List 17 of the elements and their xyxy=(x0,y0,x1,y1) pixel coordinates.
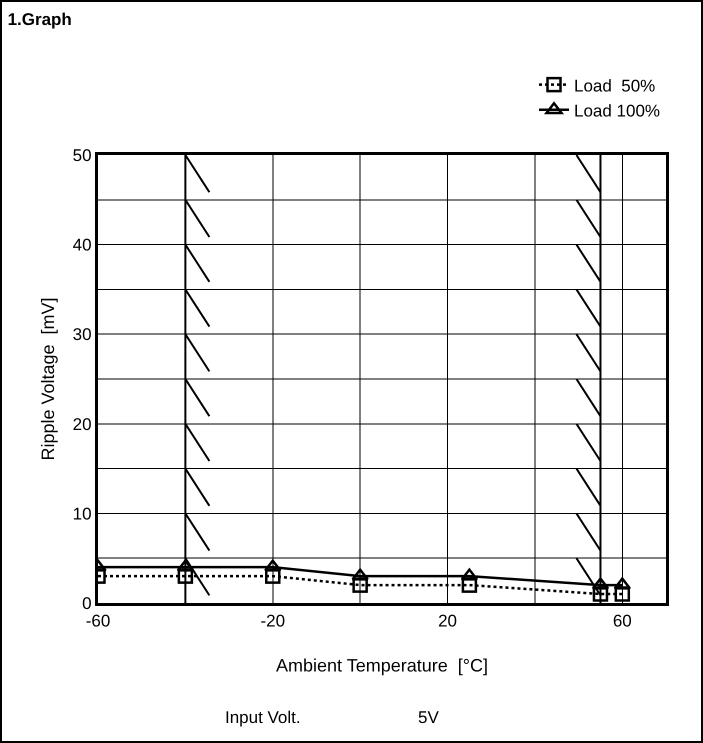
x-tick-label: 60 xyxy=(612,611,632,630)
x-axis-title: Ambient Temperature [°C] xyxy=(276,656,488,676)
chart-title: 1.Graph xyxy=(8,10,72,29)
y-tick-label: 20 xyxy=(72,414,92,434)
text: Input Volt. xyxy=(225,708,301,727)
x-tick-label: -20 xyxy=(260,611,286,630)
legend-label: Load 100% xyxy=(574,101,660,120)
text: 5V xyxy=(418,708,440,727)
y-tick-label: 40 xyxy=(72,236,92,255)
y-tick-label: 50 xyxy=(72,146,92,165)
y-tick-label: 0 xyxy=(82,594,92,613)
y-axis-title: Ripple Voltage [mV] xyxy=(38,297,58,461)
x-tick-label: -60 xyxy=(86,611,110,630)
y-tick-label: 10 xyxy=(72,504,92,524)
legend-label: Load 50% xyxy=(574,76,656,96)
y-tick-label: 30 xyxy=(72,325,92,344)
x-tick-label: 20 xyxy=(438,611,457,630)
